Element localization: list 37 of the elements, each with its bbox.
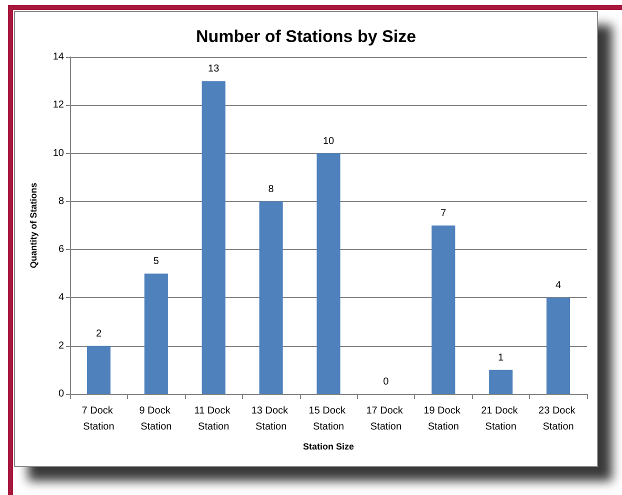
- chart-title: Number of Stations by Size: [196, 27, 416, 46]
- y-tick-label: 0: [58, 388, 64, 400]
- y-tick-label: 6: [58, 244, 64, 256]
- y-tick-label: 4: [58, 292, 64, 304]
- x-axis-title: Station Size: [302, 442, 354, 452]
- x-tick-label: 9 Dock Station: [139, 406, 174, 432]
- data-label: 8: [268, 184, 274, 195]
- x-tick-label: 21 Dock Station: [481, 406, 521, 432]
- bar: [202, 81, 226, 394]
- bar: [489, 370, 513, 394]
- data-label: 0: [383, 376, 390, 388]
- x-tick-label: 15 Dock Station: [308, 406, 348, 432]
- bar: [546, 298, 570, 394]
- data-label: 1: [498, 352, 504, 364]
- data-label: 2: [96, 328, 102, 340]
- x-tick-label: 13 Dock Station: [251, 406, 291, 432]
- x-tick-label: 17 Dock Station: [366, 406, 406, 432]
- x-tick-label: 11 Dock Station: [194, 406, 233, 432]
- y-tick-label: 12: [52, 100, 64, 111]
- bar: [316, 153, 340, 394]
- bar: [86, 346, 110, 394]
- x-tick-label: 7 Dock Station: [82, 406, 116, 432]
- x-tick-label: 23 Dock Station: [538, 406, 578, 432]
- y-tick-label: 8: [58, 196, 64, 207]
- y-tick-label: 2: [58, 340, 64, 352]
- data-label: 4: [555, 280, 562, 292]
- y-tick-label: 10: [52, 148, 64, 159]
- data-label: 7: [440, 208, 447, 219]
- data-label: 13: [208, 64, 220, 75]
- bar: [259, 201, 283, 394]
- y-tick-label: 14: [52, 52, 64, 62]
- data-label: 5: [153, 256, 160, 268]
- x-tick-label: 19 Dock Station: [424, 406, 464, 432]
- bar: [432, 226, 456, 394]
- y-axis-title: Quantity of Stations: [28, 182, 38, 268]
- bar: [144, 274, 168, 394]
- data-label: 10: [322, 136, 334, 147]
